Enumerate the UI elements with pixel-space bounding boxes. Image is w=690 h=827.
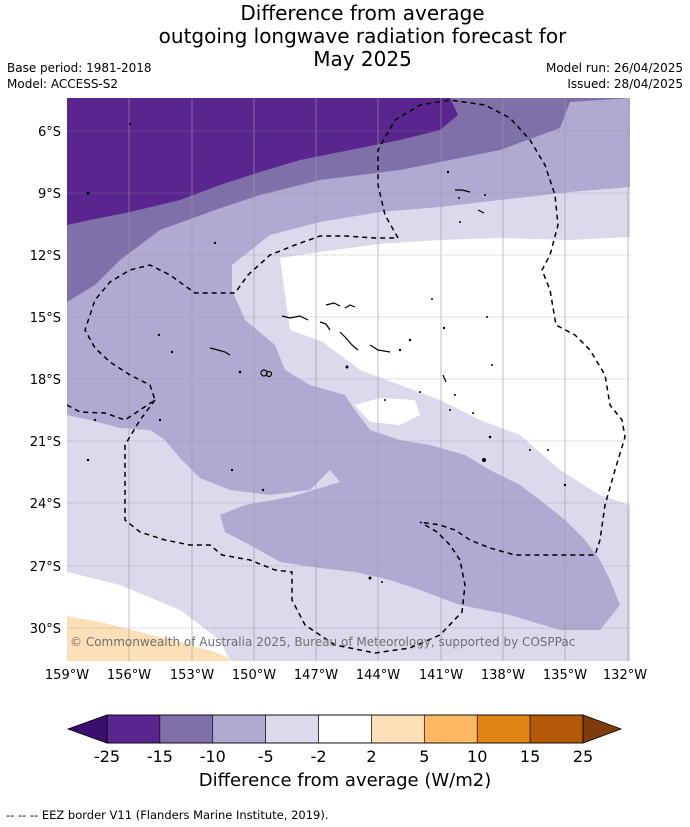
lat-label: 24°S [30,497,61,512]
colorbar-tick-label: -25 [94,747,120,766]
colorbar-frame [106,714,584,744]
colorbar-arrow-high [582,714,623,744]
colorbar-cell [265,714,319,744]
lon-label: 138°W [481,668,525,683]
lon-label: 159°W [45,668,89,683]
colorbar-cell [424,714,478,744]
colorbar-cell [318,714,372,744]
copyright-text: © Commonwealth of Australia 2025, Bureau… [70,635,575,649]
lon-label: 156°W [107,668,151,683]
band-white-center [295,250,630,505]
lon-label: 153°W [170,668,214,683]
lat-label: 12°S [30,249,61,264]
longitude-labels: 159°W 156°W 153°W 150°W 147°W 144°W 141°… [45,668,647,683]
title-line-1: Difference from average [240,1,485,25]
eez-french-polynesia [377,99,626,556]
colorbar-tick-label: -2 [311,747,327,766]
map-title: Difference from average outgoing longwav… [0,2,690,71]
lat-label: 9°S [38,187,61,202]
eez-cook-islands-south [124,399,466,654]
lat-label: 30°S [30,622,61,637]
island-j [455,189,471,193]
base-period: Base period: 1981-2018 [7,61,152,75]
colorbar: -25 -15 -10 -5 -2 2 5 10 15 25 [66,714,623,766]
colorbar-cells [106,714,584,744]
colorbar-cell [212,714,266,744]
lon-label: 135°W [543,668,587,683]
lon-gridlines [128,98,629,661]
band-white-islet [355,398,420,425]
colorbar-arrow-low [66,714,108,744]
eez-cook-islands-north [67,235,398,421]
colorbar-tick-label: 2 [366,747,376,766]
title-line-3: May 2025 [313,47,412,71]
model-name: Model: ACCESS-S2 [7,77,119,91]
lon-label: 147°W [294,668,338,683]
meta-right: Model run: 26/04/2025 Issued: 28/04/2025 [546,60,683,92]
colorbar-tick-label: 25 [573,747,593,766]
island-g [209,347,231,356]
issued-date: Issued: 28/04/2025 [567,77,683,91]
lat-label: 6°S [38,125,61,140]
colorbar-cell [106,714,161,744]
island-e [339,331,359,351]
colorbar-tick-label: -15 [147,747,173,766]
colorbar-tick-label: -5 [258,747,274,766]
colorbar-cell [159,714,214,744]
island-f [369,344,391,353]
island-dots [86,122,567,583]
island-b [344,304,356,309]
colorbar-label: Difference from average (W/m2) [198,770,492,791]
model-run: Model run: 26/04/2025 [545,61,683,75]
colorbar-cell [371,714,425,744]
island-a [325,302,341,307]
colorbar-tick-label: 5 [419,747,429,766]
eez-borders [67,99,626,654]
lat-label: 15°S [30,311,61,326]
colorbar-cell [529,714,584,744]
band-minus15 [67,98,458,225]
island-k [477,209,485,214]
colorbar-tick-label: -10 [200,747,226,766]
meta-left: Base period: 1981-2018 Model: ACCESS-S2 [7,60,152,92]
lon-label: 144°W [356,668,400,683]
band-minus5 [67,98,630,630]
lon-label: 141°W [419,668,463,683]
island-outlines [209,189,485,383]
anomaly-field [67,98,630,661]
lon-label: 150°W [232,668,276,683]
latitude-labels: 6°S 9°S 12°S 15°S 18°S 21°S 24°S 27°S 30… [30,125,61,637]
lat-label: 18°S [30,373,61,388]
lat-label: 27°S [30,560,61,575]
island-l [442,374,447,383]
title-line-2: outgoing longwave radiation forecast for [158,24,567,48]
eez-footnote: -- -- -- EEZ border V11 (Flanders Marine… [6,808,329,822]
band-plus2 [67,616,235,661]
colorbar-tick-label: 15 [520,747,540,766]
colorbar-tick-label: 10 [467,747,487,766]
island-i [265,370,273,378]
colorbar-ticks: -25 -15 -10 -5 -2 2 5 10 15 25 [94,747,593,766]
lat-label: 21°S [30,435,61,450]
island-c [281,315,309,321]
colorbar-cell [476,714,531,744]
lon-label: 132°W [603,668,647,683]
island-d [319,321,331,331]
